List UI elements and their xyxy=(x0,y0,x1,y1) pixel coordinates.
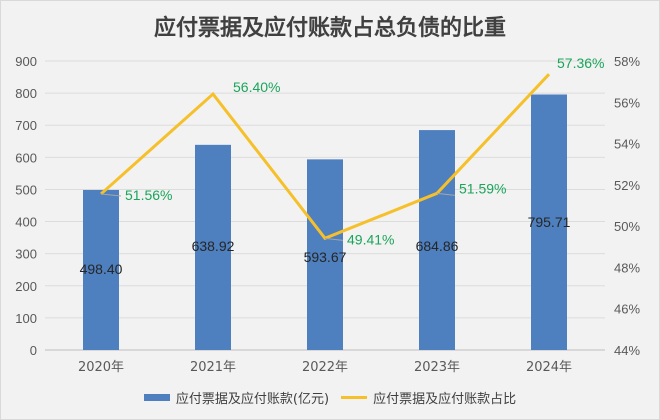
left-axis-tick: 500 xyxy=(15,182,37,197)
leader-line xyxy=(324,237,344,241)
bar[interactable] xyxy=(83,189,119,350)
right-axis-tick: 48% xyxy=(614,260,640,275)
legend: 应付票据及应付账款(亿元) 应付票据及应付账款占比 xyxy=(0,388,660,407)
bar-value-label: 684.86 xyxy=(416,238,459,254)
legend-line-label: 应付票据及应付账款占比 xyxy=(373,392,517,407)
x-axis-tick: 2023年 xyxy=(414,360,460,375)
x-axis-tick: 2024年 xyxy=(526,360,572,375)
line-value-label: 57.36% xyxy=(557,55,604,71)
line-value-label: 51.56% xyxy=(125,187,172,203)
bar-value-label: 593.67 xyxy=(304,249,347,265)
bar[interactable] xyxy=(531,94,567,350)
bar-swatch-icon xyxy=(143,394,170,401)
line-swatch-icon xyxy=(341,396,368,399)
x-axis-tick: 2022年 xyxy=(302,360,348,375)
chart-title: 应付票据及应付账款占总负债的比重 xyxy=(153,16,506,41)
bar-value-label: 498.40 xyxy=(80,261,123,277)
right-axis-tick: 52% xyxy=(614,178,640,193)
left-axis-tick: 400 xyxy=(15,215,37,230)
right-axis-tick: 50% xyxy=(614,219,640,234)
left-axis-tick: 800 xyxy=(15,86,37,101)
line-value-label: 51.59% xyxy=(459,180,506,196)
legend-item-line[interactable]: 应付票据及应付账款占比 xyxy=(341,388,516,407)
x-axis-tick: 2020年 xyxy=(78,360,124,375)
leader-line xyxy=(436,192,456,196)
right-axis-tick: 46% xyxy=(614,302,640,317)
left-axis-tick: 200 xyxy=(15,279,37,294)
bar-value-label: 795.71 xyxy=(528,214,571,230)
left-axis-tick: 700 xyxy=(15,118,37,133)
x-axis-tick: 2021年 xyxy=(190,360,236,375)
line-value-label: 56.40% xyxy=(233,79,280,95)
right-axis-tick: 56% xyxy=(614,95,640,110)
leader-line xyxy=(100,193,122,197)
right-axis-tick: 58% xyxy=(614,54,640,69)
right-axis-tick: 54% xyxy=(614,137,640,152)
left-axis-tick: 900 xyxy=(15,54,37,69)
bar[interactable] xyxy=(419,130,455,350)
bar[interactable] xyxy=(307,159,343,350)
legend-item-bar[interactable]: 应付票据及应付账款(亿元) xyxy=(143,388,330,407)
left-axis-tick: 0 xyxy=(30,343,37,358)
right-axis-tick: 44% xyxy=(614,343,640,358)
legend-bar-label: 应付票据及应付账款(亿元) xyxy=(175,392,330,407)
left-axis-tick: 100 xyxy=(15,311,37,326)
bar[interactable] xyxy=(195,144,231,350)
left-axis-tick: 600 xyxy=(15,150,37,165)
line-value-label: 49.41% xyxy=(347,231,394,247)
left-axis-tick: 300 xyxy=(15,247,37,262)
bar-value-label: 638.92 xyxy=(192,238,235,254)
